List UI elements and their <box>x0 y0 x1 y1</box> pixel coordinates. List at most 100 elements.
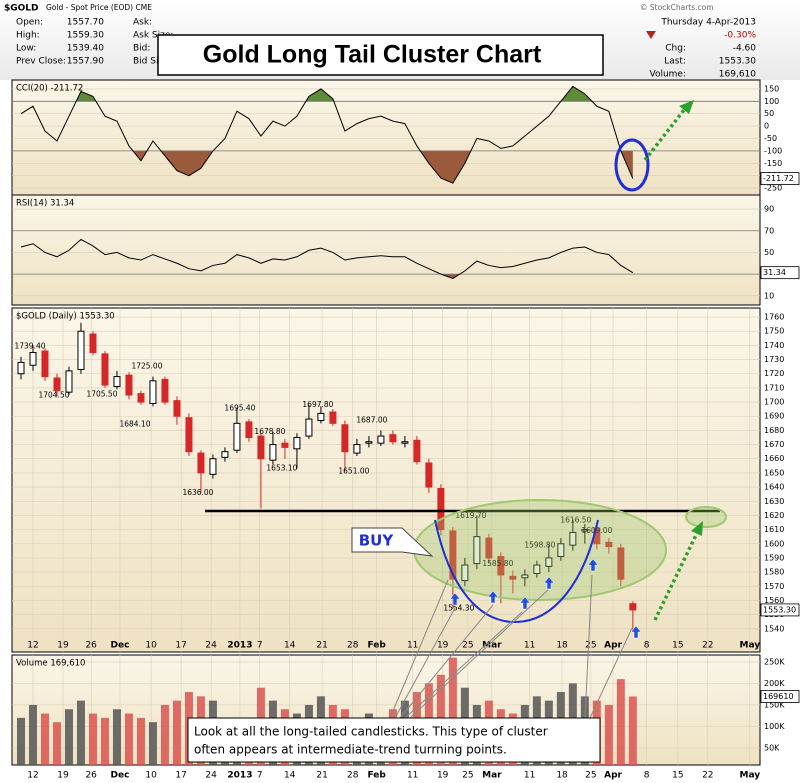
candle-body <box>185 417 193 453</box>
candle-body <box>437 488 445 531</box>
y-tick-label: 1720 <box>764 369 784 378</box>
quote-label: Bid Size: <box>133 57 172 67</box>
x-tick-label: 12 <box>27 771 38 781</box>
x-tick-label: 11 <box>524 771 535 781</box>
field-label: Prev Close: <box>16 57 66 67</box>
x-tick-label: 2013 <box>227 641 252 651</box>
price-label: 1678.80 <box>254 427 285 436</box>
y-tick-label: 90 <box>764 205 774 214</box>
volume-bar <box>64 709 73 765</box>
candle-body <box>377 435 385 444</box>
volume-bar <box>28 704 37 765</box>
x-tick-label: 28 <box>347 771 359 781</box>
price-label: 1636.00 <box>182 488 213 497</box>
buy-arrows <box>449 558 642 639</box>
y-tick-label: 100K <box>764 722 785 731</box>
field-value: 1557.70 <box>67 18 104 28</box>
y-tick-label: 1650 <box>764 468 784 477</box>
stat-label: Volume: <box>649 70 686 80</box>
up-arrow <box>487 590 499 604</box>
x-tick-label: Feb <box>368 641 387 651</box>
date: Thursday 4-Apr-2013 <box>660 18 756 28</box>
cci-arrowhead <box>679 100 694 114</box>
cup-curve <box>434 519 599 624</box>
y-tick-label: -50 <box>764 134 777 143</box>
candle-body <box>161 378 169 403</box>
y-tick-label: 1710 <box>764 383 784 392</box>
x-tick-label: Apr <box>604 641 622 651</box>
x-tick-label: 26 <box>85 771 97 781</box>
volume-bar <box>100 717 109 765</box>
y-tick-label: 200K <box>764 679 785 688</box>
x-tick-label: 28 <box>347 641 359 651</box>
x-tick-label: 8 <box>644 641 650 651</box>
x-tick-label: 21 <box>316 771 327 781</box>
volume-bar <box>448 657 457 765</box>
x-tick-label: 17 <box>175 641 186 651</box>
x-tick-label: 17 <box>175 771 186 781</box>
y-tick-label: 150 <box>764 84 779 93</box>
note-box <box>187 717 601 763</box>
last-value-label: -211.72 <box>763 174 794 183</box>
candle-body <box>293 436 301 450</box>
y-tick-label: 1730 <box>764 355 784 364</box>
y-tick-label: 50 <box>764 109 774 118</box>
candle-body <box>341 424 349 453</box>
x-tick-label: 19 <box>57 641 69 651</box>
candle-body <box>413 439 421 463</box>
price-label: 1695.40 <box>224 404 255 413</box>
title-box <box>157 34 604 76</box>
x-tick-label: 7 <box>257 641 263 651</box>
volume-bar <box>616 679 625 765</box>
x-tick-label: May <box>739 771 760 781</box>
volume-bar <box>136 717 145 765</box>
y-tick-label: -150 <box>764 159 782 168</box>
x-tick-label: 10 <box>145 771 157 781</box>
x-tick-label: 11 <box>407 641 418 651</box>
candle-body <box>53 377 61 392</box>
y-tick-label: 1690 <box>764 412 784 421</box>
candle-body <box>113 376 121 387</box>
candle-body <box>101 353 109 386</box>
price-label: 1651.00 <box>338 466 369 475</box>
target-ellipse <box>685 506 727 528</box>
band-fill <box>440 274 460 279</box>
x-tick-label: 22 <box>702 641 713 651</box>
price-arrowhead <box>691 521 703 536</box>
x-tick-label: Dec <box>111 771 130 781</box>
x-tick-label: 19 <box>437 641 449 651</box>
x-tick-label: May <box>739 641 760 651</box>
x-tick-label: 25 <box>585 641 596 651</box>
candle-body <box>629 603 637 611</box>
candle-body <box>17 361 25 375</box>
indicator-line <box>20 85 634 184</box>
up-arrow <box>449 592 461 606</box>
x-tick-label: Apr <box>604 771 622 781</box>
x-tick-label: 22 <box>702 771 713 781</box>
field-value: 1557.90 <box>67 57 104 67</box>
candle-body <box>281 442 289 448</box>
candle-body <box>401 441 409 444</box>
panel-label: Volume 169,610 <box>16 659 85 669</box>
candle-body <box>221 451 229 458</box>
panel-label: CCI(20) -211.72 <box>16 84 83 94</box>
candle-body <box>257 435 265 460</box>
pointer-lines <box>389 574 633 719</box>
pointer <box>589 627 633 719</box>
volume-bar <box>160 704 169 765</box>
price-arrow <box>653 532 699 621</box>
copyright: © StockCharts.com <box>640 3 714 12</box>
volume-bar <box>604 704 613 765</box>
last-value-box <box>760 266 800 280</box>
candle-body <box>305 418 313 437</box>
volume-bar <box>112 709 121 765</box>
price-label: 1653.10 <box>266 464 297 473</box>
y-tick-label: 1600 <box>764 539 784 548</box>
candle-body <box>365 441 373 444</box>
candle-body <box>521 574 529 579</box>
y-tick-label: 1750 <box>764 327 784 336</box>
price-label: 1697.80 <box>302 400 333 409</box>
candle-body <box>485 537 493 559</box>
x-tick-label: Feb <box>368 771 387 781</box>
